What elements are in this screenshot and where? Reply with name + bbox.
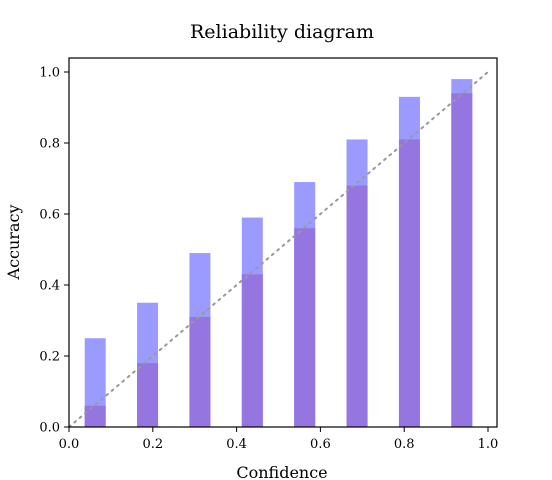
y-tick-label: 0.0	[39, 421, 60, 436]
x-tick-label: 0.6	[310, 437, 331, 452]
chart-title: Reliability diagram	[190, 21, 374, 43]
y-tick-label: 0.8	[39, 137, 60, 152]
bar-upper-1	[84, 338, 106, 427]
perfect-calibration-line	[68, 71, 489, 428]
x-tick-label: 1.0	[478, 437, 499, 452]
bar-lower-4	[241, 274, 263, 427]
bar-lower-6	[346, 185, 368, 427]
plot-frame	[68, 57, 498, 428]
x-tick-label: 0.2	[142, 437, 163, 452]
bar-lower-7	[398, 139, 420, 427]
bar-lower-2	[137, 363, 159, 427]
bar-lower-5	[294, 228, 316, 427]
y-axis-label: Accuracy	[4, 205, 23, 281]
bar-lower-8	[451, 93, 473, 428]
y-tick-label: 0.4	[39, 279, 60, 294]
x-tick-label: 0.0	[59, 437, 80, 452]
bar-lower-3	[189, 316, 211, 427]
bars-group	[84, 79, 473, 428]
x-tick-label: 0.4	[226, 437, 247, 452]
x-tick-label: 0.8	[394, 437, 415, 452]
y-tick-label: 1.0	[39, 66, 60, 81]
bar-lower-1	[84, 405, 106, 427]
y-tick-label: 0.6	[39, 208, 60, 223]
x-axis-ticks: 0.0 0.2 0.4 0.6 0.8 1.0	[59, 427, 499, 452]
y-tick-label: 0.2	[39, 350, 60, 365]
x-axis-label: Confidence	[236, 463, 327, 480]
y-axis-ticks: 0.0 0.2 0.4 0.6 0.8 1.0	[39, 66, 69, 436]
